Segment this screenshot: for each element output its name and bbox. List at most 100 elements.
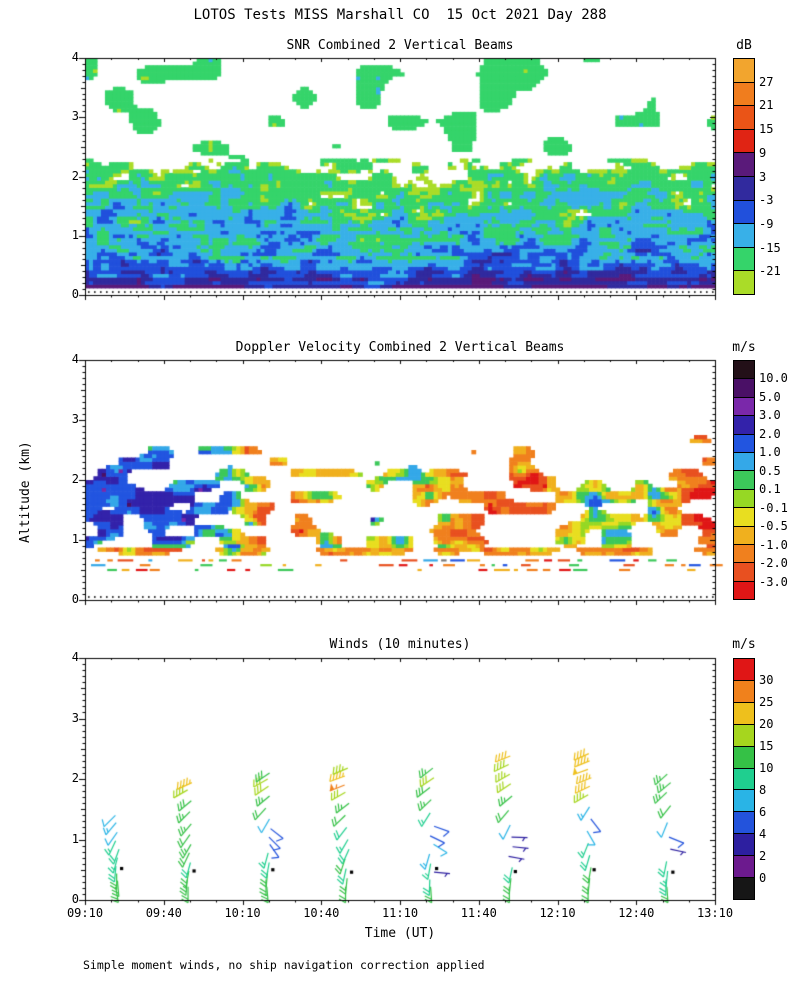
y-tick-label: 4 [71,650,79,664]
colorbar-cell [734,724,754,747]
colorbar-cell [734,379,754,398]
x-axis-label: Time (UT) [364,926,436,941]
colorbar-tick-label: -3 [759,193,774,208]
y-tick-label: 0 [71,892,79,906]
y-tick-label: 4 [71,352,79,366]
colorbar-cell [734,106,754,130]
colorbar-tick-label: -21 [759,264,781,279]
colorbar-cell [734,247,754,272]
x-tick-label: 09:10 [66,906,104,920]
colorbar [733,58,755,295]
colorbar-tick-label: 25 [759,695,774,709]
x-tick-label: 10:40 [303,906,340,920]
colorbar-tick-label: 30 [759,673,774,687]
colorbar-cell [734,224,754,248]
colorbar-cell [734,508,754,527]
x-tick-label: 10:10 [224,906,261,920]
colorbar-cell [734,416,754,435]
panel-snr-title: SNR Combined 2 Vertical Beams [286,38,514,53]
colorbar-tick-label: 9 [759,145,767,160]
colorbar-cell [734,746,754,769]
y-tick-label: 1 [71,532,79,546]
panel-snr-unit-label: dB [736,38,752,53]
panel-winds-title: Winds (10 minutes) [329,637,471,652]
colorbar-tick-label: 0.5 [759,463,781,478]
x-tick-label: 12:10 [539,906,576,920]
colorbar-tick-label: 20 [759,717,774,731]
colorbar-tick-label: 15 [759,739,774,753]
colorbar-cell [734,489,754,509]
colorbar-cell [734,452,754,472]
colorbar-tick-label: 10.0 [759,371,788,386]
colorbar-cell [734,129,754,154]
x-tick-label: 12:40 [618,906,655,920]
y-tick-label: 3 [71,412,79,426]
colorbar-cell [734,581,754,600]
colorbar-cell [734,200,754,225]
colorbar-cell [734,471,754,490]
y-tick-label: 2 [71,168,79,183]
colorbar-tick-label: 3 [759,169,767,184]
colorbar-cell [734,526,754,545]
colorbar-cell [734,563,754,582]
colorbar-tick-label: 2 [759,849,767,863]
x-tick-label: 09:40 [145,906,182,920]
y-axis-label: Altitude (km) [18,441,33,543]
colorbar-tick-label: 2.0 [759,426,781,441]
y-tick-label: 1 [71,831,79,846]
y-tick-label: 0 [71,287,79,301]
colorbar-tick-label: 27 [759,74,774,89]
colorbar-tick-label: 6 [759,805,767,819]
colorbar-tick-label: 0.1 [759,482,781,497]
colorbar-tick-label: -15 [759,240,781,255]
colorbar-tick-label: -0.5 [759,519,788,534]
colorbar-cell [734,680,754,703]
colorbar-cell [734,176,754,201]
colorbar-cell [734,59,754,83]
colorbar-tick-label: 8 [759,783,767,797]
colorbar-cell [734,271,754,294]
colorbar-tick-label: 1.0 [759,445,781,460]
colorbar-tick-label: 21 [759,98,774,113]
colorbar-tick-label: 5.0 [759,389,781,404]
colorbar-tick-label: 0 [759,871,767,885]
y-tick-label: 2 [71,771,79,785]
x-tick-label: 11:10 [381,906,419,920]
colorbar-cell [734,544,754,564]
colorbar-tick-label: -9 [759,216,774,231]
y-tick-label: 1 [71,227,79,242]
colorbar [733,658,755,900]
colorbar-cell [734,153,754,177]
colorbar-tick-label: 10 [759,761,774,775]
y-tick-label: 3 [71,109,79,124]
page-title: LOTOS Tests MISS Marshall CO 15 Oct 2021… [193,7,607,23]
colorbar-tick-label: -3.0 [759,574,788,589]
colorbar-cell [734,856,754,879]
y-tick-label: 0 [71,592,79,606]
panel-doppler-title: Doppler Velocity Combined 2 Vertical Bea… [235,340,565,355]
footer-note: Simple moment winds, no ship navigation … [83,958,485,972]
colorbar-cell [734,834,754,857]
x-tick-label: 13:10 [696,906,734,920]
colorbar-cell [734,434,754,453]
panel-doppler-unit-label: m/s [732,340,756,355]
y-tick-label: 2 [71,472,79,486]
colorbar-tick-label: 15 [759,122,774,137]
colorbar-tick-label: -0.1 [759,500,788,515]
colorbar-tick-label: 3.0 [759,408,781,423]
colorbar-cell [734,397,754,417]
colorbar-cell [734,812,754,835]
colorbar-cell [734,768,754,791]
colorbar-cell [734,361,754,380]
colorbar-tick-label: -1.0 [759,537,788,552]
colorbar-cell [734,82,754,107]
colorbar-tick-label: 4 [759,827,767,841]
colorbar-cell [734,659,754,681]
y-tick-label: 3 [71,710,79,725]
colorbar-cell [734,702,754,725]
colorbar-cell [734,878,754,899]
colorbar-cell [734,790,754,813]
colorbar [733,360,755,600]
